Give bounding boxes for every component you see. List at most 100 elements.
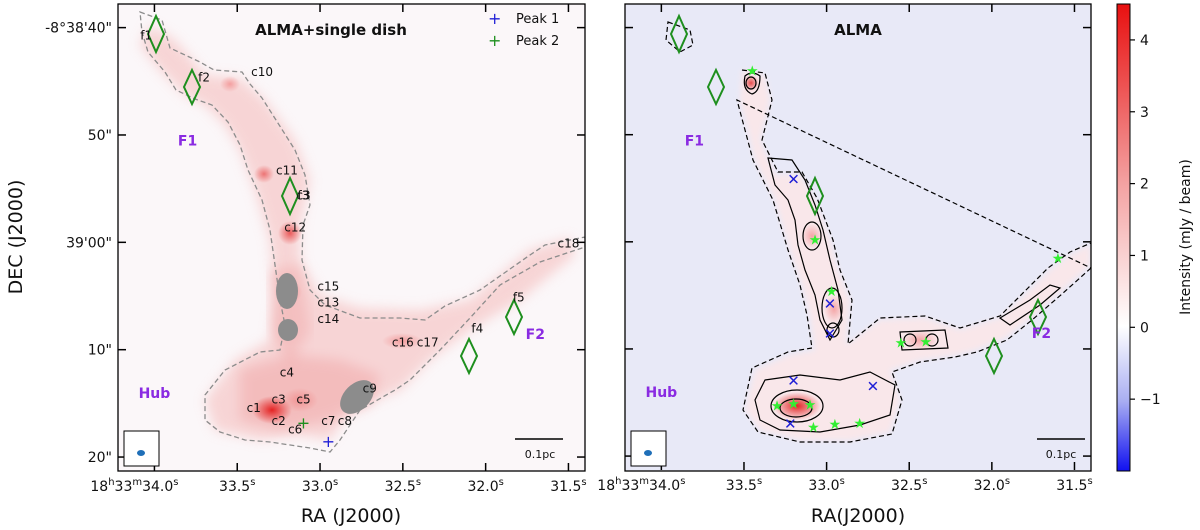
right-field-f2-diamond xyxy=(706,67,726,107)
field-label-f4: f4 xyxy=(471,322,483,336)
left-beam-ellipse xyxy=(137,450,145,456)
right-beam-box xyxy=(630,430,667,467)
right-ticks: 18h33m34.0s 33.5s 33.0s 32.5s 32.0s 31.5s xyxy=(597,4,1093,494)
right-beam-ellipse xyxy=(644,450,652,456)
right-inner-contour-hub-core xyxy=(779,398,813,418)
right-ra-tick-label: 31.5s xyxy=(1056,476,1092,494)
right-inner-contour-c12 xyxy=(802,221,822,251)
right-inner-contour-f1-core xyxy=(745,76,757,90)
dec-tick-label: 39'00" xyxy=(66,235,112,251)
cross-marker: ✕ xyxy=(787,372,800,390)
left-y-axis-title: DEC (J2000) xyxy=(5,180,27,295)
left-axes-frame xyxy=(117,3,586,472)
right-ra-tick-label: 33.5s xyxy=(726,476,762,494)
core-label-c3: c3 xyxy=(272,392,286,406)
field-label-f2: f2 xyxy=(198,70,210,84)
core-label-c13: c13 xyxy=(317,296,339,310)
right-scalebar-label: 0.1pc xyxy=(1046,448,1077,461)
core-label-c11: c11 xyxy=(276,164,298,178)
left-region-label-hub: Hub xyxy=(139,386,171,402)
star-marker: ★ xyxy=(853,416,866,432)
peak1-marker: + xyxy=(322,432,335,451)
core-label-c1: c1 xyxy=(247,401,261,415)
left-ra-tick-label: 32.0s xyxy=(467,477,503,495)
right-inner-contour-c16 xyxy=(899,329,949,351)
left-panel: 18h33m34.0s 33.5s 33.0s 32.5s 32.0s 31.5s -8°3… xyxy=(45,3,587,495)
right-inner-contour-hub-peak xyxy=(770,389,824,423)
star-marker: ★ xyxy=(825,284,838,300)
legend-peak2-label: Peak 2 xyxy=(516,34,559,49)
right-title: ALMA xyxy=(834,21,882,39)
left-x-axis-title: RA (J2000) xyxy=(301,505,401,527)
right-inner-contour-c17-core xyxy=(925,333,939,347)
left-region-label-f2: F2 xyxy=(526,327,545,343)
right-ra-tick-label: 32.0s xyxy=(974,476,1010,494)
right-ra-tick-label: 32.5s xyxy=(891,476,927,494)
core-label-c10: c10 xyxy=(251,65,273,79)
core-c14-mask xyxy=(278,319,298,341)
right-inner-contour-hub xyxy=(754,371,896,433)
right-ra-tick-label: 18h33m34.0s xyxy=(597,476,685,494)
left-region-label-f1: F1 xyxy=(178,134,197,150)
core-label-c17: c17 xyxy=(417,335,439,349)
star-marker: ★ xyxy=(787,397,800,413)
left-ra-tick-label: 33.0s xyxy=(302,477,338,495)
core-label-c14: c14 xyxy=(317,312,339,326)
right-region-label-f1: F1 xyxy=(685,133,704,149)
colorbar-tick-label: 2 xyxy=(1140,177,1149,193)
right-inner-contour-c14 xyxy=(826,322,840,338)
star-marker: ★ xyxy=(829,417,842,433)
right-panel: 18h33m34.0s 33.5s 33.0s 32.5s 32.0s 31.5s F1 F… xyxy=(597,3,1093,494)
core-label-c6: c6 xyxy=(288,422,302,436)
right-inner-contour-f2 xyxy=(998,284,1062,326)
field-f3-diamond xyxy=(280,175,300,217)
colorbar-tick-label: 0 xyxy=(1140,320,1149,336)
left-ra-tick-label: 18h33m34.0s xyxy=(90,477,178,495)
cross-marker: ✕ xyxy=(824,295,837,313)
core-label-c2: c2 xyxy=(272,414,286,428)
c12-emission xyxy=(278,221,302,245)
right-axes-frame xyxy=(624,3,1092,472)
left-emission-map xyxy=(140,25,575,440)
right-outer-dashed-contour xyxy=(736,69,1091,443)
core-label-c12: c12 xyxy=(284,221,306,235)
right-region-label-hub: Hub xyxy=(645,385,677,401)
core-label-c3: c3 xyxy=(296,188,310,202)
star-marker: ★ xyxy=(804,398,817,414)
right-x-axis-title: RA(J2000) xyxy=(811,505,905,527)
field-f1-diamond xyxy=(146,13,166,55)
star-marker: ★ xyxy=(771,399,784,415)
right-inner-contour-mid xyxy=(767,157,843,342)
core-label-c7: c7 xyxy=(321,414,335,428)
legend-peak2-marker: + xyxy=(488,31,501,50)
right-field-f5-diamond xyxy=(1028,297,1048,337)
colorbar-label: Intensity (mJy / beam) xyxy=(1178,159,1194,315)
core-label-c16: c16 xyxy=(392,335,414,349)
field-f4-diamond xyxy=(459,336,479,376)
left-scalebar-label: 0.1pc xyxy=(525,448,556,461)
left-ticks: 18h33m34.0s 33.5s 33.0s 32.5s 32.0s 31.5s -8°3… xyxy=(45,4,587,495)
colorbar-tick-label: 3 xyxy=(1140,105,1149,121)
right-dashed-contour-f1-top xyxy=(665,21,694,53)
star-marker: ★ xyxy=(895,336,908,352)
left-labels: F1 F2 Hub f1 f2 f3 f4 f5 c10 c11 c3 c12 c18 c15 c13 c14… xyxy=(139,28,580,451)
core-label-c9: c9 xyxy=(363,382,377,396)
field-label-f3: f3 xyxy=(298,188,310,202)
field-f2-diamond xyxy=(182,67,202,107)
right-field-f1-diamond xyxy=(669,13,689,55)
right-contours xyxy=(665,21,1091,443)
core-label-c4: c4 xyxy=(280,366,294,380)
colorbar-gradient xyxy=(1116,3,1131,472)
colorbar-tick-label: 1 xyxy=(1140,248,1149,264)
field-label-f1: f1 xyxy=(140,28,152,42)
colorbar-tick-label: 4 xyxy=(1140,33,1149,49)
right-field-f3-diamond xyxy=(805,175,825,217)
left-ra-tick-label: 31.5s xyxy=(550,477,586,495)
right-inner-contour-c15 xyxy=(821,287,843,329)
star-marker: ★ xyxy=(809,233,822,249)
c16-c17-emission xyxy=(382,333,422,349)
colorbar-ticks: 4 3 2 1 0 −1 xyxy=(1130,33,1161,408)
right-inner-contour-f1 xyxy=(743,72,761,95)
star-marker: ★ xyxy=(919,334,932,350)
